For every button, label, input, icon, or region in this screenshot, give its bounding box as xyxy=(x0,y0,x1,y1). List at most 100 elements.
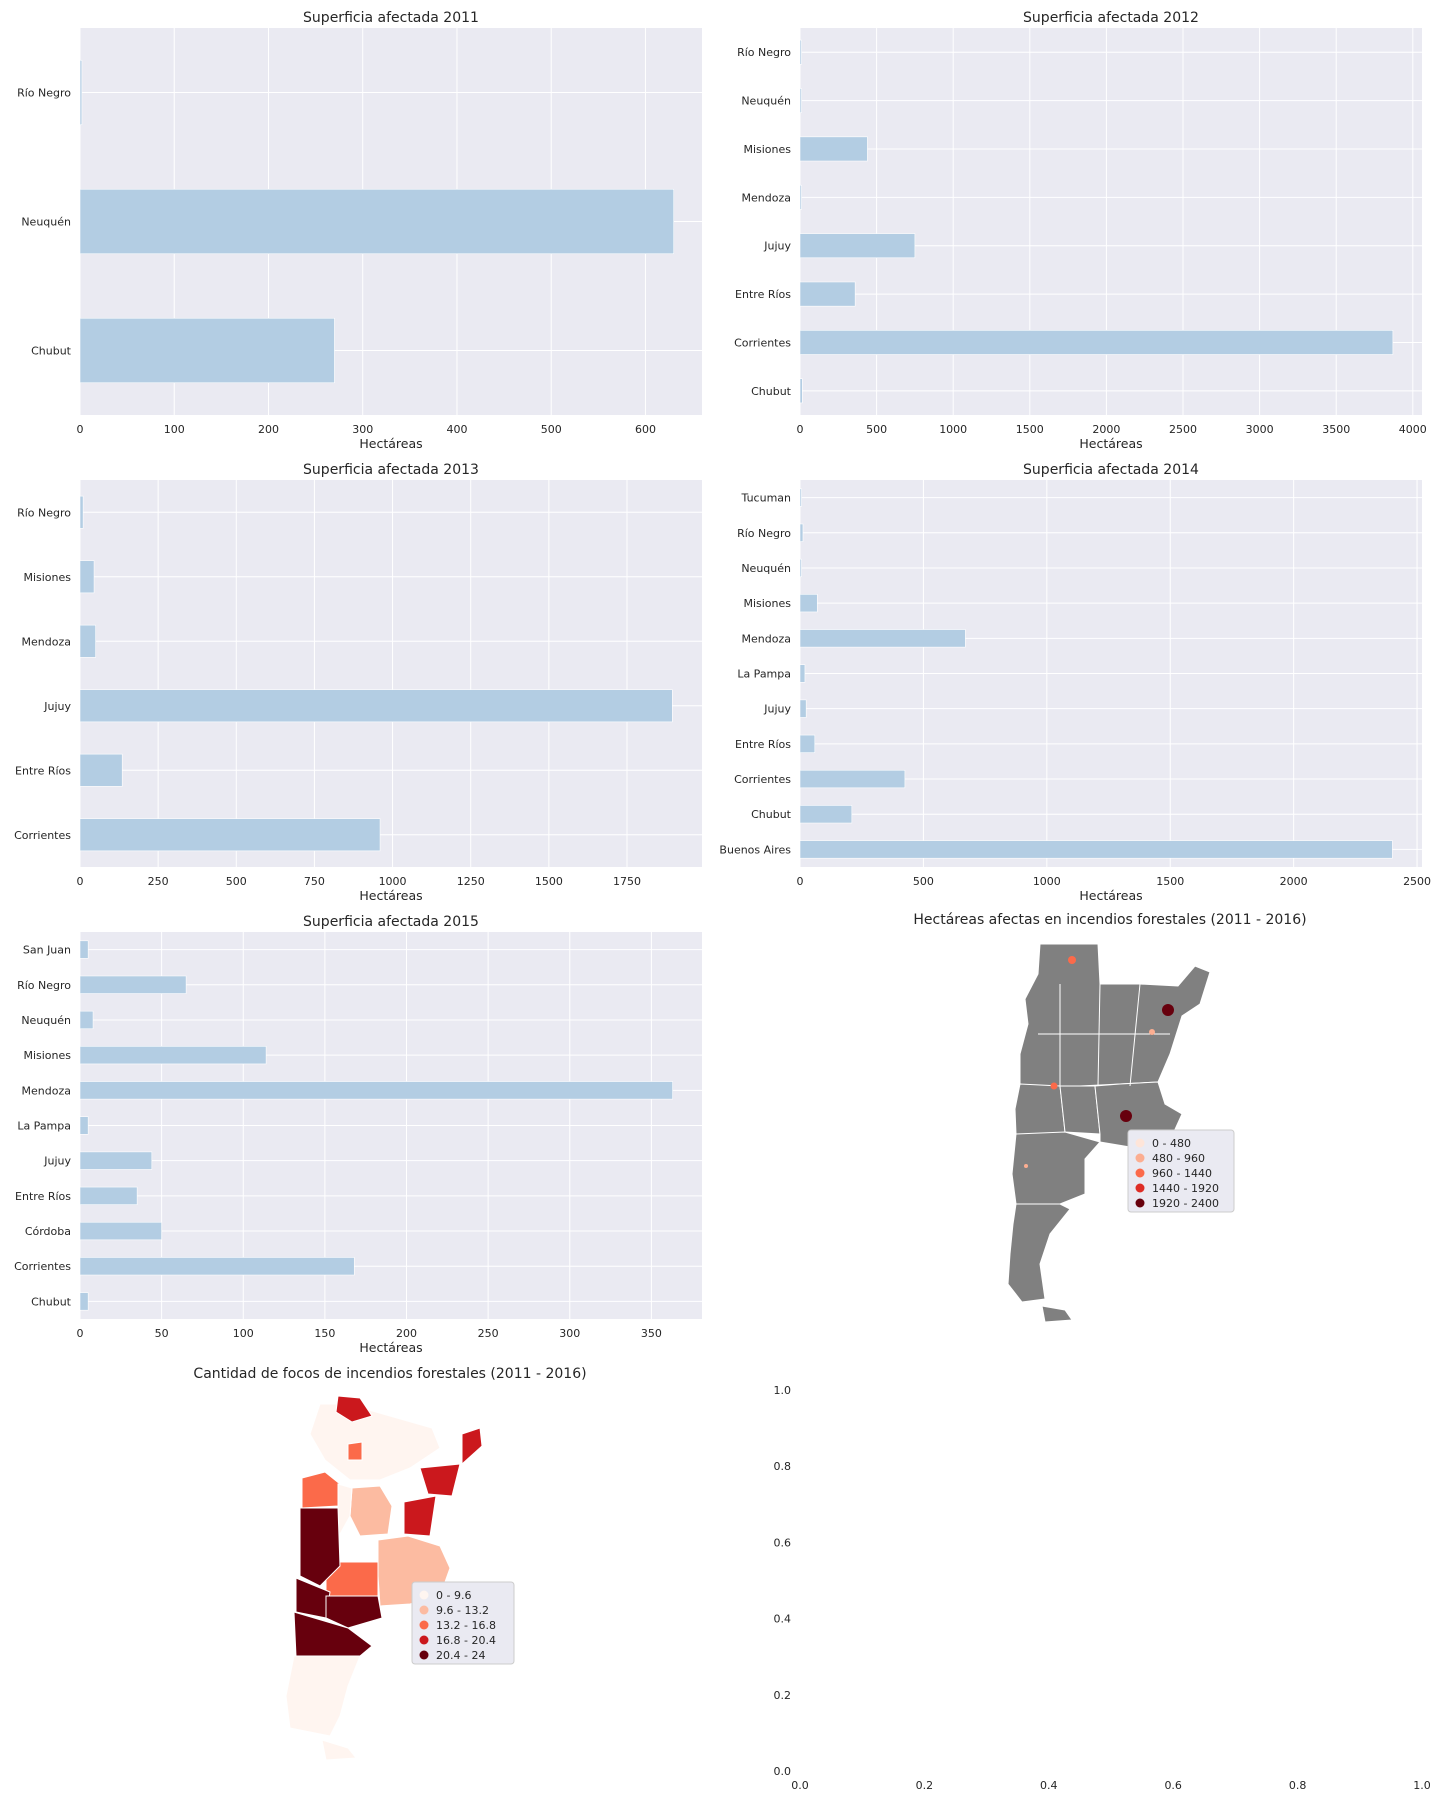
map-focos-legend: 0 - 9.6 9.6 - 13.2 13.2 - 16.8 16.8 - 20… xyxy=(411,1581,515,1665)
category-tick-label: Entre Ríos xyxy=(735,738,791,751)
bar-neuquén xyxy=(799,88,802,113)
map-focos: Cantidad de focos de incendios forestale… xyxy=(193,1366,587,1761)
legend-label: 9.6 - 13.2 xyxy=(436,1604,489,1617)
bar-río-negro xyxy=(79,495,84,529)
bar-tucuman xyxy=(799,488,802,507)
x-tick-label: 250 xyxy=(148,875,169,888)
legend-marker xyxy=(1135,1168,1145,1178)
x-tick-label: 0 xyxy=(797,423,804,436)
category-tick-label: San Juan xyxy=(23,944,71,957)
province-mendoza xyxy=(299,1507,341,1587)
bar-chart-2014: Buenos Aires Chubut Corrientes Entre Ríos Ju… xyxy=(720,462,1431,903)
x-tick-label: 3500 xyxy=(1322,423,1350,436)
bar-río-negro xyxy=(799,39,802,65)
bar-córdoba xyxy=(79,1221,162,1241)
category-tick-label: Chubut xyxy=(751,808,792,821)
category-tick-label: Corrientes xyxy=(734,773,791,786)
category-tick-label: Chubut xyxy=(751,385,792,398)
bar-mendoza xyxy=(799,629,966,648)
category-tick-label: Tucuman xyxy=(741,492,791,505)
bar-neuquén xyxy=(79,1010,94,1030)
province-tucuman xyxy=(347,1441,363,1461)
empty-axes: 0.0 0.2 0.4 0.6 0.8 1.0 0.0 0.2 0.4 0.6 0.8 1.0 xyxy=(774,1384,1431,1792)
legend-marker xyxy=(1135,1198,1145,1208)
bar-chubut xyxy=(799,378,803,404)
x-tick-label: 2000 xyxy=(1280,875,1308,888)
map-hectareas-title: Hectáreas afectas en incendios forestale… xyxy=(913,912,1306,928)
x-tick-label: 300 xyxy=(352,423,373,436)
fire-points xyxy=(1024,956,1174,1168)
fire-point-buenos-aires xyxy=(1120,1110,1132,1122)
legend-label: 1440 - 1920 xyxy=(1152,1182,1219,1195)
legend-label: 1920 - 2400 xyxy=(1152,1197,1219,1210)
y-tick-label: 1.0 xyxy=(774,1384,792,1397)
category-tick-label: Neuquén xyxy=(741,95,791,108)
x-tick-label: 0.2 xyxy=(916,1779,934,1792)
bar-entre-ríos xyxy=(799,281,856,307)
category-tick-label: Misiones xyxy=(23,571,71,584)
empty-plot-area xyxy=(800,1390,1422,1771)
province-neuquen xyxy=(295,1577,331,1619)
category-tick-label: Mendoza xyxy=(742,632,791,645)
x-axis-label: Hectáreas xyxy=(1079,436,1142,451)
x-tick-label: 1000 xyxy=(939,423,967,436)
province-north xyxy=(1019,943,1211,1091)
legend-marker xyxy=(1135,1138,1145,1148)
chart-title: Superficia afectada 2015 xyxy=(303,914,479,930)
x-tick-label: 0 xyxy=(77,875,84,888)
category-tick-label: Entre Ríos xyxy=(15,764,71,777)
bar-jujuy xyxy=(799,233,916,259)
fire-point-mendoza xyxy=(1050,1082,1058,1090)
category-tick-label: Río Negro xyxy=(17,979,71,992)
x-tick-label: 600 xyxy=(635,423,656,436)
category-tick-label: Mendoza xyxy=(22,635,71,648)
x-axis-label: Hectáreas xyxy=(359,1340,422,1355)
x-tick-label: 2500 xyxy=(1169,423,1197,436)
argentina-map-gray xyxy=(1007,943,1211,1323)
legend-label: 0 - 9.6 xyxy=(436,1589,471,1602)
bar-chubut xyxy=(79,317,335,384)
y-tick-label: 0.2 xyxy=(774,1689,792,1702)
legend-marker xyxy=(419,1590,429,1600)
category-tick-label: Chubut xyxy=(31,345,72,358)
bar-corrientes xyxy=(799,330,1394,355)
bar-río-negro xyxy=(799,523,804,542)
province-catamarca xyxy=(301,1471,341,1509)
plot-area xyxy=(800,28,1422,415)
bar-entre-ríos xyxy=(799,734,816,753)
fire-point-jujuy xyxy=(1068,956,1076,964)
legend-marker xyxy=(419,1605,429,1615)
x-tick-label: 1750 xyxy=(613,875,641,888)
province-cuyo xyxy=(1014,1083,1066,1141)
bar-chart-2015: Chubut Corrientes Córdoba Entre Ríos Jujuy La… xyxy=(14,914,702,1355)
province-patagonia-south xyxy=(1007,1203,1071,1303)
x-tick-label: 750 xyxy=(304,875,325,888)
x-tick-label: 0 xyxy=(77,423,84,436)
x-tick-label: 0 xyxy=(797,875,804,888)
province-santa-cruz xyxy=(285,1655,361,1737)
plot-area xyxy=(80,480,702,867)
x-tick-label: 100 xyxy=(233,1327,254,1340)
x-axis-label: Hectáreas xyxy=(359,436,422,451)
bar-corrientes xyxy=(799,769,906,789)
x-tick-label: 1250 xyxy=(457,875,485,888)
x-tick-label: 250 xyxy=(478,1327,499,1340)
category-tick-label: Mendoza xyxy=(742,191,791,204)
category-tick-label: Jujuy xyxy=(763,240,791,253)
legend-marker xyxy=(419,1650,429,1660)
x-tick-label: 1500 xyxy=(1156,875,1184,888)
bar-río-negro xyxy=(79,975,187,994)
category-tick-label: Buenos Aires xyxy=(720,843,791,856)
category-tick-label: Entre Ríos xyxy=(15,1190,71,1203)
x-tick-label: 100 xyxy=(164,423,185,436)
legend-marker xyxy=(1135,1153,1145,1163)
x-tick-label: 1500 xyxy=(1016,423,1044,436)
legend-label: 480 - 960 xyxy=(1152,1152,1205,1165)
bar-chubut xyxy=(799,805,853,824)
bar-chart-2012: Chubut Corrientes Entre Ríos Jujuy Mendoza Mi… xyxy=(734,10,1427,451)
bar-corrientes xyxy=(79,818,381,852)
bar-río-negro xyxy=(79,59,83,126)
category-tick-label: Misiones xyxy=(23,1049,71,1062)
province-jujuy xyxy=(335,1395,373,1423)
map-hectareas: Hectáreas afectas en incendios forestale… xyxy=(913,912,1307,1323)
